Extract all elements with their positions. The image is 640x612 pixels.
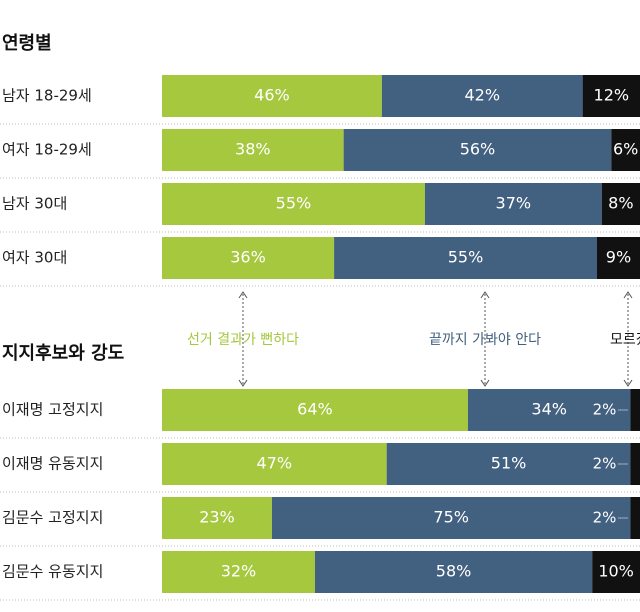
bar-segment [611,129,640,171]
bar-segment [162,237,335,279]
value-label: 34% [531,400,567,419]
bar-segment [630,497,640,539]
bar-segment [381,75,583,117]
value-label: 32% [221,562,257,581]
category-label: 이재명 유동지지 [2,455,103,473]
value-label: 38% [235,140,271,159]
value-label: 37% [496,194,532,213]
bar-segment [592,551,640,593]
bar-segment [630,389,640,431]
value-label: 42% [464,86,500,105]
value-label: 36% [230,248,266,267]
value-label: 9% [606,248,631,267]
value-label: 56% [460,140,496,159]
value-label: 6% [613,140,638,159]
legend-label: 모르겠다 [610,332,640,348]
bar-segment [271,497,631,539]
bar-segment [601,183,640,225]
value-label: 64% [297,400,333,419]
bar-segment [467,389,631,431]
section-title: 연령별 [2,33,52,54]
value-label: 46% [254,86,290,105]
category-label: 여자 18-29세 [2,141,92,159]
category-label: 여자 30대 [2,249,67,267]
value-label: 55% [448,248,484,267]
bar-segment [424,183,602,225]
value-label: 75% [433,508,469,527]
bar-segment [162,75,382,117]
value-label: 23% [199,508,235,527]
value-label: 47% [257,454,293,473]
value-label: 2% [593,455,617,473]
category-label: 김문수 고정지지 [2,509,103,527]
category-label: 남자 18-29세 [2,87,92,105]
bar-segment [334,237,597,279]
value-label: 12% [594,86,630,105]
legend-arrows [238,291,633,387]
category-label: 이재명 고정지지 [2,401,103,419]
value-label: 8% [608,194,633,213]
bar-segment [162,129,344,171]
value-label: 2% [593,401,617,419]
value-label: 51% [491,454,527,473]
bar-segment [162,183,425,225]
bar-segment [582,75,640,117]
bar-segment [386,443,631,485]
bar-segment [343,129,612,171]
bar-segment [314,551,593,593]
value-label: 58% [436,562,472,581]
section-title: 지지후보와 강도 [2,343,124,364]
value-label: 10% [598,562,634,581]
legend-label: 선거 결과가 뻔하다 [187,332,299,348]
bar-segment [162,443,387,485]
bar-segment [162,389,468,431]
value-label: 55% [276,194,312,213]
legend-label: 끝까지 가봐야 안다 [429,332,541,348]
bar-segment [596,237,640,279]
category-label: 남자 30대 [2,195,67,213]
bar-segment [162,551,315,593]
category-label: 김문수 유동지지 [2,563,103,581]
bar-segment [630,443,640,485]
bar-segment [162,497,272,539]
value-label: 2% [593,509,617,527]
